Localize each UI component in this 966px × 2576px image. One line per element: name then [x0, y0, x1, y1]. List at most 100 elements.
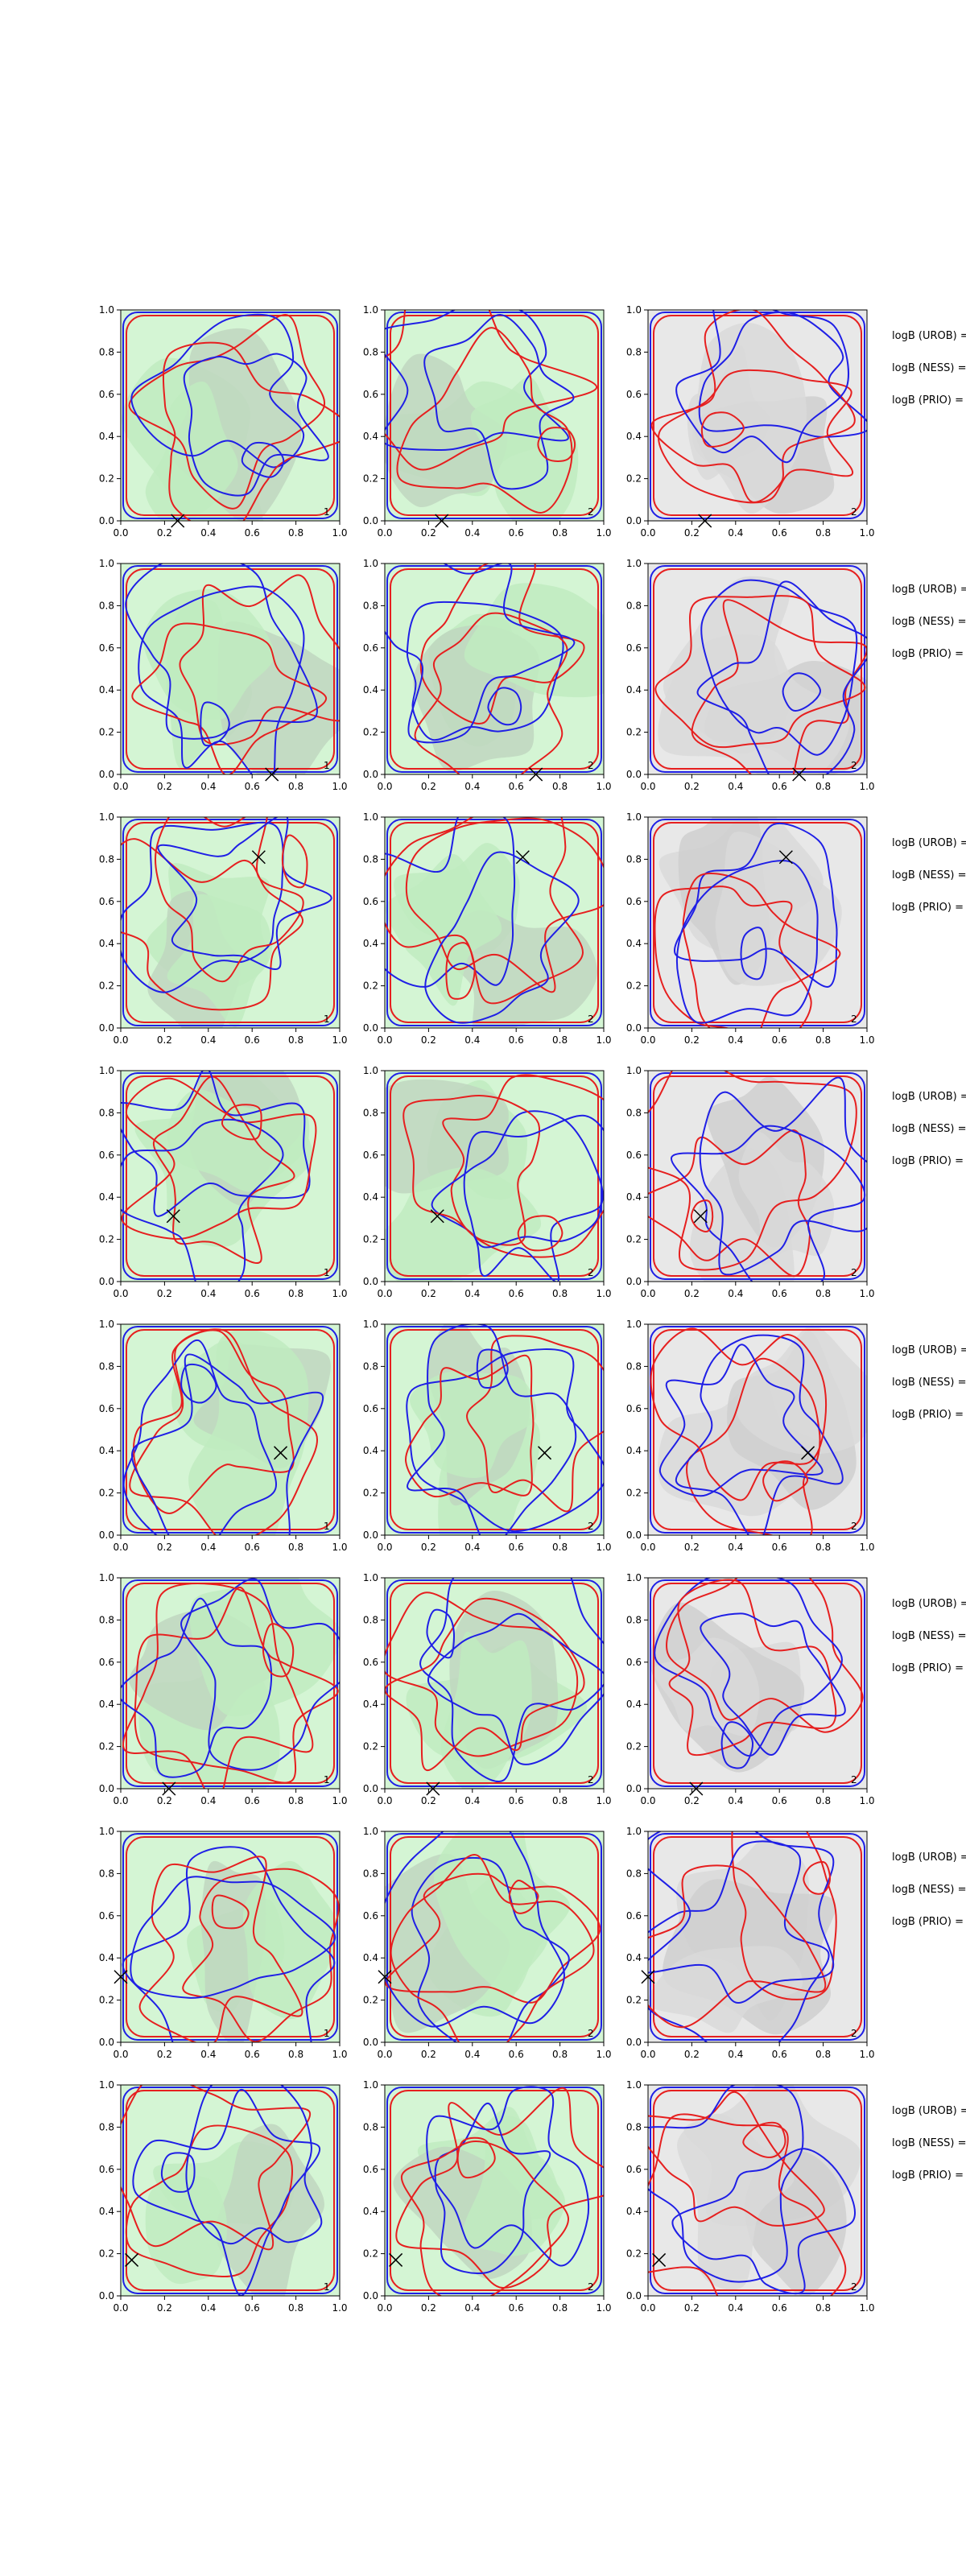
contour-line-blue: [386, 1072, 602, 1280]
contour-line-blue: [423, 313, 575, 490]
y-tick-label: 0.6: [626, 1150, 642, 1161]
side-label: logB (UROB) =: [892, 1598, 966, 1610]
contour-line-red: [419, 564, 585, 724]
x-tick-label: 0.2: [157, 1288, 172, 1299]
x-tick-label: 0.2: [157, 2049, 172, 2060]
marker-stroke: [166, 1209, 180, 1224]
y-tick-label: 1.0: [363, 1826, 378, 1837]
contour-line-blue: [132, 2089, 320, 2296]
contour-line-loop: [241, 441, 285, 478]
filled-contour: [441, 1631, 532, 1789]
filled-contour: [677, 2113, 795, 2290]
panel-number: 1: [324, 1521, 330, 1532]
contour-line-loop: [160, 2152, 196, 2193]
x-tick-label: 1.0: [332, 781, 347, 792]
x-tick-label: 0.0: [113, 781, 128, 792]
x-tick-label: 1.0: [596, 1034, 611, 1046]
panel-number: 2: [851, 1013, 857, 1025]
y-tick-label: 0.6: [99, 1403, 114, 1414]
y-tick-label: 0.8: [99, 853, 114, 865]
y-tick-label: 0.8: [363, 600, 378, 611]
axes-frame: [120, 1070, 341, 1282]
axes-frame: [647, 1323, 868, 1536]
filled-contour: [215, 2124, 324, 2296]
x-tick-label: 0.2: [157, 781, 172, 792]
marker-stroke: [693, 1209, 708, 1224]
contour-line-red: [650, 1327, 828, 1501]
contour-line-red: [653, 568, 862, 770]
marker-x: [538, 1446, 552, 1460]
x-tick-label: 0.8: [288, 1542, 303, 1553]
y-tick-label: 1.0: [626, 1065, 642, 1076]
contour-line-blue: [674, 823, 838, 988]
x-tick-label: 0.6: [509, 1542, 524, 1553]
panel-number: 2: [851, 1774, 857, 1785]
panel-number: 2: [851, 2281, 857, 2293]
y-tick-label: 0.8: [626, 1614, 642, 1625]
x-tick-label: 0.2: [684, 2049, 700, 2060]
contour-line-red: [653, 1583, 862, 1784]
contour-line-blue: [699, 1076, 867, 1276]
x-tick-label: 0.8: [288, 2302, 303, 2314]
y-tick-label: 0.8: [99, 1614, 114, 1625]
x-tick-label: 0.8: [552, 1542, 568, 1553]
x-tick-label: 0.6: [509, 2302, 524, 2314]
x-tick-label: 0.8: [815, 1542, 831, 1553]
contour-line-red: [125, 2124, 293, 2278]
contour-line-blue: [121, 1118, 284, 1282]
x-tick-label: 1.0: [332, 527, 347, 539]
side-label: logB (PRIO) =: [892, 1155, 964, 1167]
x-tick-label: 0.6: [772, 1795, 787, 1806]
contour-line-red: [414, 612, 568, 774]
panel-number: 2: [588, 2028, 594, 2039]
y-tick-label: 0.2: [363, 473, 378, 485]
y-tick-label: 0.4: [99, 1699, 114, 1710]
x-tick-label: 1.0: [332, 2302, 347, 2314]
panel-plot-area: [121, 1831, 340, 2042]
contour-line-red: [162, 341, 340, 521]
y-tick-label: 0.4: [363, 1445, 378, 1456]
y-tick-label: 0.2: [99, 1741, 114, 1752]
y-tick-label: 0.6: [363, 1910, 378, 1922]
panel-r2-c3: 2 0.0 0.2 0.4 0.6 0.8 1.0 0.0 0.2 0.4 0.6 0.8 1.0: [626, 558, 875, 792]
x-tick-label: 0.0: [640, 1288, 655, 1299]
y-tick-label: 0.0: [99, 1276, 114, 1287]
x-tick-label: 0.8: [288, 2049, 303, 2060]
y-tick-label: 0.2: [363, 727, 378, 738]
contour-line-blue: [650, 819, 865, 1026]
y-tick-label: 1.0: [363, 558, 378, 569]
y-tick-label: 0.4: [626, 684, 642, 696]
contour-line-blue: [121, 1597, 273, 1778]
contour-line-blue: [122, 1072, 338, 1280]
panel-plot-area: [648, 1324, 867, 1535]
contour-line-red: [648, 2091, 825, 2227]
x-tick-label: 0.4: [464, 527, 480, 539]
contour-line-loop: [476, 1348, 509, 1389]
x-tick-label: 0.8: [815, 527, 831, 539]
y-tick-label: 0.6: [99, 642, 114, 654]
contour-line-red: [405, 817, 604, 993]
x-tick-label: 0.0: [640, 2302, 655, 2314]
y-tick-label: 1.0: [99, 2079, 114, 2091]
panel-number: 1: [324, 1774, 330, 1785]
y-tick-label: 0.4: [363, 1191, 378, 1203]
x-tick-label: 1.0: [332, 1795, 347, 1806]
x-tick-label: 0.0: [377, 2302, 392, 2314]
x-tick-label: 0.6: [509, 527, 524, 539]
y-tick-label: 0.6: [626, 642, 642, 654]
contour-line-red: [131, 622, 328, 774]
y-tick-label: 1.0: [99, 558, 114, 569]
contour-line-red: [466, 1335, 604, 1513]
x-tick-label: 0.0: [113, 1542, 128, 1553]
x-tick-label: 0.6: [772, 2302, 787, 2314]
y-tick-label: 0.8: [363, 1614, 378, 1625]
contour-line-red: [401, 2140, 570, 2296]
x-tick-label: 0.8: [288, 1795, 303, 1806]
side-label: logB (UROB) =: [892, 1344, 966, 1356]
panel-r3-c3: 2 0.0 0.2 0.4 0.6 0.8 1.0 0.0 0.2 0.4 0.6 0.8 1.0: [626, 811, 875, 1046]
panel-number: 2: [588, 760, 594, 771]
contour-line-red: [668, 1579, 837, 1757]
y-tick-label: 0.6: [363, 389, 378, 400]
contour-line-blue: [419, 1578, 604, 1782]
